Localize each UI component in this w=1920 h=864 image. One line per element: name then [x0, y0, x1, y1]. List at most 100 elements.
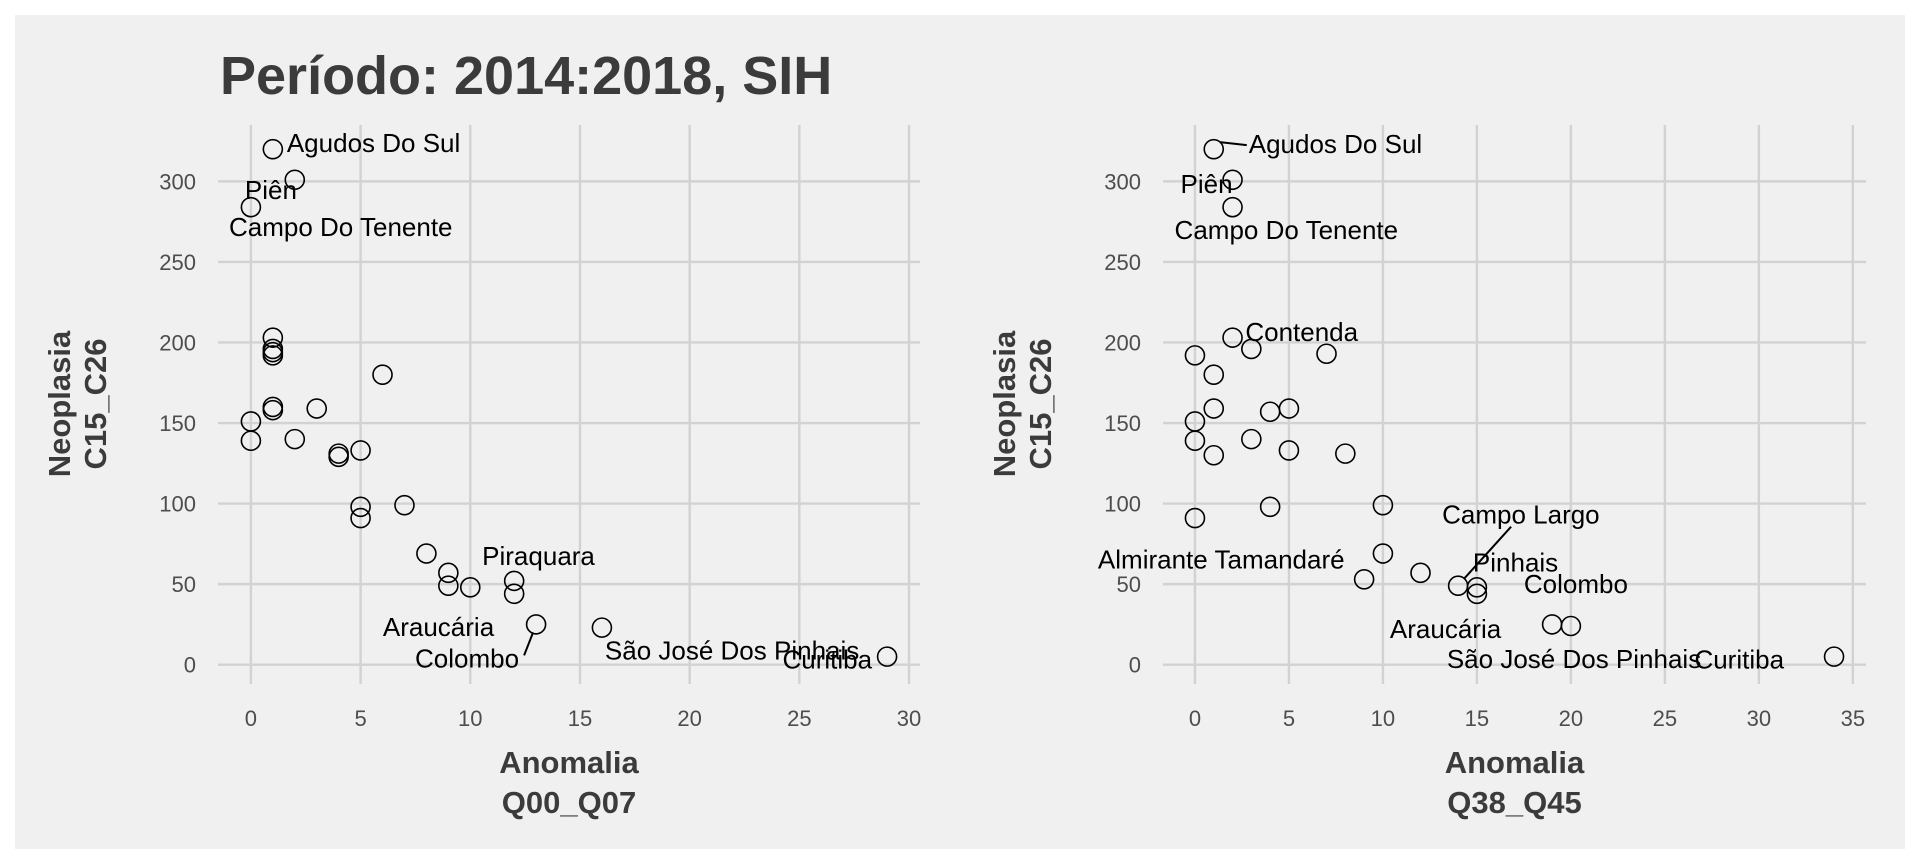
point-label: Almirante Tamandaré [1098, 545, 1345, 575]
label-leader-line [1463, 526, 1512, 580]
y-tick-label: 250 [159, 250, 196, 275]
y-tick-label: 0 [184, 653, 196, 678]
point-label: Colombo [415, 643, 519, 673]
point-label: Curitiba [1694, 645, 1784, 675]
x-tick-label: 5 [1283, 706, 1295, 731]
y-tick-label: 50 [172, 572, 196, 597]
data-point [328, 446, 349, 468]
data-point [240, 196, 262, 218]
data-point [1222, 169, 1243, 191]
data-point [1466, 577, 1488, 598]
data-point [1203, 444, 1225, 466]
x-tick-label: 0 [245, 706, 257, 731]
data-point [1353, 568, 1375, 590]
data-point [1184, 345, 1206, 366]
x-tick-label: 10 [1371, 706, 1395, 731]
data-point [394, 494, 415, 516]
chart-panels: 0 5 10 15 20 25 30050100150200250300AnomaliaQ0… [42, 125, 1866, 820]
point-label: Contenda [1245, 317, 1358, 347]
x-axis-title: Anomalia [1445, 745, 1585, 780]
data-point [591, 617, 613, 638]
data-point [1316, 343, 1337, 365]
point-label: Campo Do Tenente [229, 212, 453, 242]
data-point [1241, 338, 1262, 360]
data-point [1410, 562, 1431, 584]
data-point [284, 169, 306, 191]
x-tick-label: 20 [677, 706, 701, 731]
data-point [306, 398, 328, 419]
figure-background [15, 15, 1905, 849]
data-point [1222, 196, 1243, 218]
data-point [1203, 364, 1225, 385]
data-point [350, 507, 371, 529]
data-point [1278, 398, 1300, 419]
data-point [1372, 494, 1394, 516]
data-point [350, 496, 371, 518]
data-point [1372, 543, 1394, 564]
data-point [284, 428, 306, 450]
y-tick-label: 200 [159, 330, 196, 355]
data-point [1335, 443, 1356, 464]
point-label: São José Dos Pinhais [605, 636, 859, 666]
x-tick-label: 30 [1747, 706, 1771, 731]
y-axis-title: Neoplasia [987, 330, 1022, 477]
y-tick-label: 100 [1104, 492, 1141, 517]
scatter-panel-1: 0 5 10 15 20 25 30050100150200250300AnomaliaQ0… [42, 125, 921, 820]
point-label: Araucária [1390, 614, 1502, 644]
y-tick-label: 50 [1117, 572, 1141, 597]
data-point [503, 583, 525, 605]
data-point [262, 399, 284, 421]
data-point [416, 543, 437, 564]
point-label: Araucária [383, 612, 495, 642]
x-axis-title: Anomalia [499, 745, 639, 780]
data-point [350, 440, 371, 461]
x-tick-label: 35 [1841, 706, 1865, 731]
y-tick-label: 300 [1104, 169, 1141, 194]
data-point [1560, 615, 1582, 637]
data-point [240, 430, 262, 452]
point-label: Curitiba [783, 645, 873, 675]
label-leader-line [523, 632, 535, 656]
data-point [438, 562, 459, 584]
y-tick-label: 100 [159, 492, 196, 517]
label-leader-line [1219, 141, 1247, 147]
data-point [438, 575, 459, 597]
data-point [372, 364, 393, 385]
point-label: Piên [245, 175, 297, 205]
point-label: Colombo [1524, 569, 1628, 599]
scatter-panel-2: 0 5 10 15 20 25 30 35 0 50 100 150 200 250 300 Anomalia… [987, 125, 1866, 820]
data-point [876, 646, 898, 667]
data-point [262, 345, 284, 366]
point-label: Pinhais [1473, 547, 1558, 577]
data-point [459, 577, 481, 598]
y-tick-label: 300 [159, 169, 196, 194]
point-label: Piraquara [482, 541, 595, 571]
point-label: Piên [1181, 169, 1233, 199]
chart-title: Período: 2014:2018, SIH [220, 46, 832, 106]
point-label: Campo Largo [1442, 500, 1600, 530]
y-tick-label: 0 [1129, 653, 1141, 678]
point-label: Campo Do Tenente [1175, 215, 1399, 245]
point-label: São José Dos Pinhais [1447, 644, 1701, 674]
data-point [1241, 428, 1262, 450]
x-tick-label: 10 [458, 706, 482, 731]
point-label: Agudos Do Sul [1249, 129, 1422, 159]
data-point [525, 614, 547, 635]
y-tick-label: 150 [159, 411, 196, 436]
y-axis-title: Neoplasia [42, 330, 77, 477]
data-point [1203, 398, 1225, 419]
data-point [262, 327, 284, 348]
data-point [1259, 496, 1281, 518]
data-point [1278, 440, 1300, 461]
x-axis-title: Q38_Q45 [1447, 785, 1581, 820]
data-point [1466, 583, 1488, 605]
x-tick-label: 25 [787, 706, 811, 731]
data-point [262, 138, 284, 160]
data-point [503, 570, 525, 592]
data-point [1203, 138, 1225, 160]
x-tick-label: 20 [1559, 706, 1583, 731]
y-axis-title: C15_C26 [78, 339, 113, 470]
x-axis-title: Q00_Q07 [502, 785, 636, 820]
point-label: Agudos Do Sul [287, 128, 460, 158]
